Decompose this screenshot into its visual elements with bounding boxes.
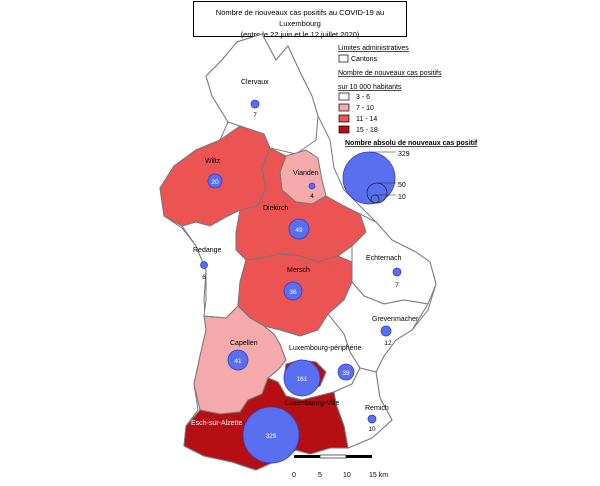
scale-seg-3 (346, 455, 372, 458)
legend-admin-heading: Limites administratives (338, 45, 409, 52)
circle-vianden (308, 182, 316, 190)
label-capellen: Capellen (230, 340, 258, 347)
legend-circle-label-50: 50 (398, 182, 406, 189)
count-echternach: 7 (395, 282, 399, 289)
canton-redange (181, 209, 247, 319)
legend-class-swatch-3 (338, 114, 350, 123)
scale-seg-1 (294, 455, 320, 458)
legend-class-swatch-2 (338, 103, 350, 112)
circle-diekirch (288, 218, 310, 240)
title-line-2: (entre le 22 juin et le 12 juillet 2020) (240, 30, 360, 39)
circles-layer (200, 99, 402, 464)
legend-class-label-3: 11 - 14 (356, 116, 377, 123)
legend-class-swatch-1 (338, 92, 350, 101)
legend-circle-label-10: 10 (398, 194, 406, 201)
legend-circle-label-329: 329 (398, 151, 410, 158)
label-mersch: Mersch (287, 267, 310, 274)
legend-class-label-4: 15 - 18 (356, 127, 378, 134)
legend-rate-heading-2: sur 10 000 habitants (338, 84, 402, 91)
count-remich: 10 (368, 426, 376, 433)
label-redange: Redange (193, 247, 222, 254)
legend-abs-heading: Nombre absolu de nouveaux cas positif (345, 140, 478, 147)
label-luxembourg-ville: Luxembourg-Ville (285, 400, 339, 407)
scale-tick-5: 5 (318, 472, 322, 479)
count-wiltz: 20 (211, 179, 219, 186)
count-capellen: 41 (234, 358, 242, 365)
circle-redange (200, 261, 208, 269)
legend-rate-heading-1: Nombre de nouveaux cas positifs (338, 70, 442, 77)
count-grevenmacher: 12 (384, 340, 392, 347)
circle-luxembourg-peripherie (337, 363, 355, 381)
legend-class-label-2: 7 - 10 (356, 105, 374, 112)
count-luxembourg-peripherie: 39 (342, 370, 350, 377)
count-vianden: 4 (310, 193, 314, 200)
label-luxembourg-peripherie: Luxembourg-périphérie (289, 345, 361, 352)
circle-echternach (392, 267, 402, 277)
scale-seg-2 (319, 454, 347, 459)
map-title: Nombre de nouveaux cas positifs au COVID… (193, 1, 407, 39)
label-wiltz: Wiltz (205, 158, 221, 165)
legend-class-swatch-4 (338, 125, 350, 134)
label-clervaux: Clervaux (241, 79, 269, 86)
title-line-1: Nombre de nouveaux cas positifs au COVID… (215, 8, 385, 28)
label-grevenmacher: Grevenmacher (372, 316, 419, 323)
circle-luxembourg-ville (283, 359, 321, 397)
circle-capellen (227, 349, 249, 371)
count-esch-sur-alzette: 329 (266, 433, 277, 440)
circle-mersch (283, 281, 303, 301)
canton-labels: Clervaux 7 Wiltz 20 Vianden 4 Diekirch 4… (191, 79, 419, 440)
count-redange: 6 (202, 274, 206, 281)
legend-class-label-1: 3 - 6 (356, 94, 370, 101)
label-remich: Remich (365, 405, 389, 412)
circle-clervaux (250, 99, 260, 109)
label-vianden: Vianden (293, 170, 319, 177)
count-luxembourg-ville: 161 (297, 376, 308, 383)
circle-grevenmacher (380, 325, 392, 337)
circle-remich (367, 414, 377, 424)
label-esch-sur-alzette: Esch-sur-Alzette (191, 420, 242, 427)
circle-esch-sur-alzette (242, 406, 300, 464)
legend-admin-item: Cantons (351, 56, 378, 63)
label-echternach: Echternach (366, 255, 402, 262)
scale-tick-10: 10 (343, 472, 351, 479)
scale-tick-15: 15 km (369, 472, 388, 479)
scale-tick-0: 0 (292, 472, 296, 479)
circle-wiltz (207, 173, 223, 189)
legend-circle-329 (342, 151, 396, 205)
count-clervaux: 7 (253, 112, 257, 119)
scale-bar: 0 5 10 15 km (292, 454, 388, 479)
legend-admin-swatch (338, 54, 349, 63)
label-diekirch: Diekirch (263, 205, 288, 212)
legend: Limites administratives Cantons Nombre d… (338, 45, 478, 205)
count-mersch: 36 (289, 289, 297, 296)
count-diekirch: 49 (295, 227, 303, 234)
